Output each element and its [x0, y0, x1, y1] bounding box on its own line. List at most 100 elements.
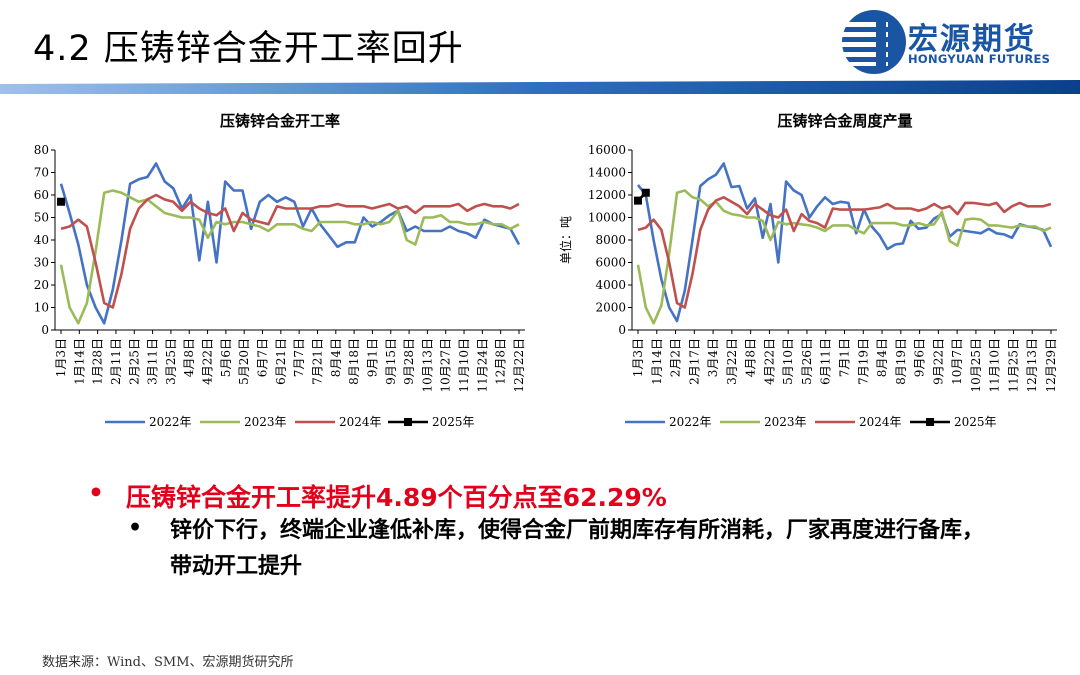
data-source-note: 数据来源：Wind、SMM、宏源期货研究所	[42, 655, 294, 670]
legend-label: 2022年	[669, 415, 712, 429]
x-tick-label: 1月3日	[54, 338, 68, 377]
x-tick-label: 7月1日	[838, 338, 852, 377]
x-tick-label: 8月4日	[329, 338, 343, 377]
legend-label: 2023年	[244, 415, 287, 429]
x-tick-label: 12月29日	[1044, 338, 1058, 393]
series-point-2025	[634, 196, 642, 205]
x-tick-label: 1月14日	[72, 338, 86, 385]
chart-weekly-output: 压铸锌合金周度产量 0 2000 4000 6000 8000 10000 12000 1400…	[558, 112, 1058, 429]
y-tick-label: 0	[41, 323, 49, 337]
legend-label: 2023年	[764, 415, 807, 429]
legend-label: 2024年	[339, 415, 382, 429]
y-tick-label: 0	[618, 323, 626, 337]
legend-label: 2022年	[149, 415, 192, 429]
series-line-2024年	[60, 193, 520, 309]
x-tick-label: 2月11日	[109, 338, 123, 385]
company-logo-icon	[834, 10, 906, 74]
y-tick-label: 12000	[588, 188, 626, 202]
x-tick-label: 10月7日	[950, 338, 964, 385]
series-line-2025	[637, 192, 647, 202]
y-axis-label: 单位：吨	[558, 216, 573, 264]
x-tick-label: 8月18日	[347, 338, 361, 385]
x-tick-label: 4月22日	[201, 338, 215, 385]
y-tick-label: 10000	[588, 211, 626, 225]
x-tick-label: 7月19日	[856, 338, 870, 385]
x-tick-label: 3月25日	[164, 338, 178, 385]
y-tick-label: 6000	[595, 256, 626, 270]
x-tick-label: 4月8日	[182, 338, 196, 377]
logo-chinese-text: 宏源期货	[908, 22, 1036, 57]
x-tick-label: 1月28日	[91, 338, 105, 385]
x-tick-label: 6月7日	[256, 338, 270, 377]
chart-title: 压铸锌合金周度产量	[777, 112, 912, 130]
legend-marker-2025	[926, 418, 934, 426]
x-tick-label: 5月6日	[219, 338, 233, 377]
bullet-primary-marker: •	[88, 478, 104, 507]
x-tick-label: 12月8日	[494, 338, 508, 385]
y-tick-label: 8000	[595, 233, 626, 247]
y-tick-label: 50	[34, 211, 49, 225]
series-line-2023年	[636, 189, 1052, 325]
x-tick-label: 4月8日	[744, 338, 758, 377]
x-tick-label: 9月6日	[913, 338, 927, 377]
x-tick-label: 5月20日	[237, 338, 251, 385]
legend-marker-2025	[404, 418, 412, 426]
x-tick-label: 5月26日	[800, 338, 814, 385]
header-divider	[0, 80, 1080, 94]
x-tick-label: 3月22日	[725, 338, 739, 385]
y-tick-label: 16000	[588, 143, 626, 157]
x-tick-label: 12月13日	[1025, 338, 1039, 393]
x-tick-label: 9月22日	[931, 338, 945, 385]
x-tick-label: 12月22日	[512, 338, 526, 393]
legend-label: 2025年	[954, 415, 997, 429]
x-tick-label: 9月28日	[402, 338, 416, 385]
series-line-2023年	[59, 189, 520, 325]
x-tick-label: 2月17日	[687, 338, 701, 385]
x-tick-label: 6月11日	[819, 338, 833, 385]
x-tick-label: 11月10日	[988, 338, 1002, 393]
y-tick-label: 20	[34, 278, 49, 292]
x-tick-label: 1月14日	[650, 338, 664, 385]
series-line-2022年	[636, 162, 1053, 323]
series-line-2022年	[59, 162, 521, 325]
bullet-secondary-marker: •	[128, 515, 143, 541]
x-tick-label: 3月11日	[146, 338, 160, 385]
x-tick-label: 5月10日	[781, 338, 795, 385]
series-line-2024年	[637, 196, 1052, 309]
x-tick-label: 4月22日	[762, 338, 776, 385]
y-tick-label: 2000	[595, 301, 626, 315]
x-tick-label: 10月27日	[439, 338, 453, 393]
x-tick-label: 11月10日	[457, 338, 471, 393]
bullet-primary-text: 压铸锌合金开工率提升4.89个百分点至62.29%	[126, 483, 667, 512]
x-tick-label: 10月25日	[969, 338, 983, 393]
page-title: 4.2 压铸锌合金开工率回升	[33, 29, 464, 69]
y-tick-label: 30	[34, 256, 49, 270]
y-tick-label: 14000	[588, 166, 626, 180]
x-tick-label: 2月25日	[127, 338, 141, 385]
x-tick-label: 2月2日	[669, 338, 683, 377]
series-point-2025	[57, 197, 65, 206]
logo-english-text: HONGYUAN FUTURES	[908, 52, 1051, 66]
y-tick-label: 10	[34, 301, 49, 315]
x-tick-label: 1月3日	[631, 338, 645, 377]
y-tick-label: 70	[34, 166, 49, 180]
y-tick-label: 40	[34, 233, 49, 247]
x-tick-label: 8月4日	[875, 338, 889, 377]
chart-operating-rate: 压铸锌合金开工率 0 10 20 30 40 50 60 70 80 1月3日 1月14日 1月28日 2…	[34, 112, 526, 429]
chart-title: 压铸锌合金开工率	[220, 112, 340, 130]
legend-label: 2025年	[432, 415, 475, 429]
y-tick-label: 60	[34, 188, 49, 202]
legend-label: 2024年	[859, 415, 902, 429]
x-tick-label: 7月21日	[310, 338, 324, 385]
x-tick-label: 6月21日	[274, 338, 288, 385]
y-tick-label: 4000	[595, 278, 626, 292]
x-tick-label: 9月15日	[384, 338, 398, 385]
x-tick-label: 3月4日	[706, 338, 720, 377]
series-point-2025	[641, 188, 650, 197]
x-tick-label: 10月13日	[420, 338, 434, 393]
x-tick-label: 9月1日	[365, 338, 379, 377]
bullet-secondary-text: 锌价下行，终端企业逢低补库，使得合金厂前期库存有所消耗，厂家再度进行备库，带动开…	[170, 518, 985, 579]
x-tick-label: 11月24日	[475, 338, 489, 393]
y-tick-label: 80	[34, 143, 49, 157]
x-tick-label: 11月25日	[1006, 338, 1020, 393]
